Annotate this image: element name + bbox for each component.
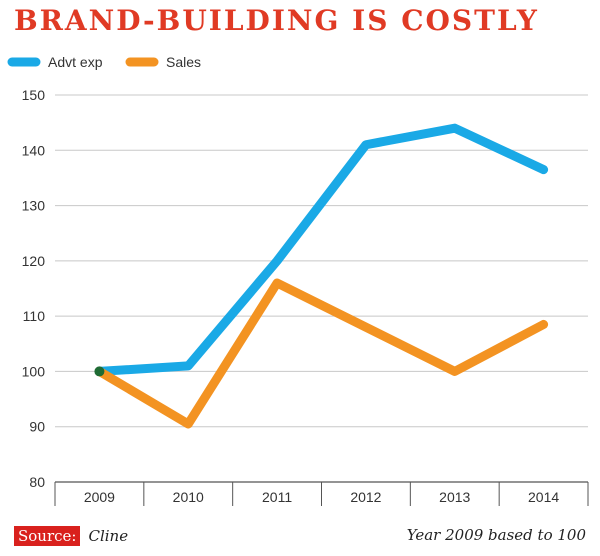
start-overlap-marker [94, 366, 105, 377]
source-name: Cline [88, 527, 129, 545]
y-tick-label: 140 [22, 142, 46, 158]
base-year-note: Year 2009 based to 100 [406, 526, 586, 544]
x-tick-label: 2012 [350, 489, 381, 505]
x-tick-label: 2013 [439, 489, 470, 505]
y-tick-label: 150 [22, 87, 46, 103]
y-tick-label: 100 [22, 363, 46, 379]
x-tick-label: 2010 [173, 489, 204, 505]
data-point [187, 423, 189, 425]
y-tick-label: 80 [29, 474, 45, 490]
data-point [543, 323, 545, 325]
series-line-advt-exp [94, 123, 549, 376]
x-tick-label: 2009 [84, 489, 115, 505]
legend-label: Advt exp [48, 54, 103, 70]
source-line: Source: Cline [14, 526, 128, 546]
data-point [543, 169, 545, 171]
legend-label: Sales [166, 54, 201, 70]
x-tick-label: 2011 [262, 489, 292, 505]
chart-title: BRAND-BUILDING IS COSTLY [14, 4, 539, 37]
data-point [187, 365, 189, 367]
data-point [276, 260, 278, 262]
data-point [365, 326, 367, 328]
series-line-sales [94, 278, 549, 429]
data-point [276, 282, 278, 284]
x-tick-label: 2014 [528, 489, 559, 505]
y-tick-label: 90 [29, 419, 45, 435]
y-tick-label: 130 [22, 198, 46, 214]
data-point [454, 127, 456, 129]
data-point [454, 370, 456, 372]
source-badge: Source: [14, 526, 81, 546]
data-point [365, 144, 367, 146]
y-tick-label: 120 [22, 253, 46, 269]
y-tick-label: 110 [23, 308, 46, 324]
